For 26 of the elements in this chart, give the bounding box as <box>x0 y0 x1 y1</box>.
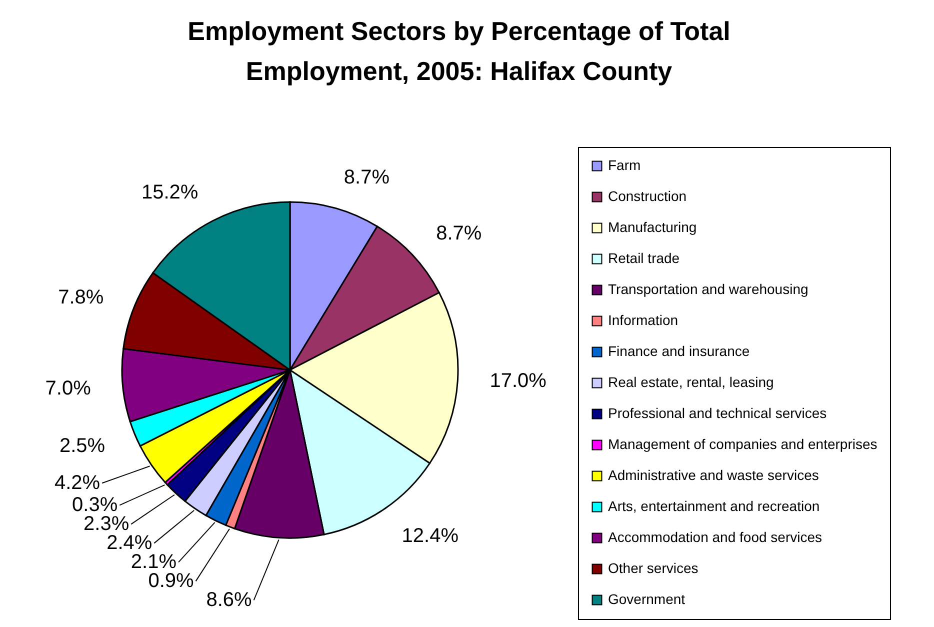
legend-label: Information <box>608 312 678 328</box>
legend-label: Government <box>608 591 686 607</box>
legend-label: Retail trade <box>608 250 680 266</box>
legend-label: Real estate, rental, leasing <box>608 374 774 390</box>
legend-label: Transportation and warehousing <box>608 281 808 297</box>
data-label: 8.7% <box>344 166 390 188</box>
data-label: 7.0% <box>45 377 92 400</box>
data-label: 8.6% <box>206 589 252 612</box>
legend-label: Arts, entertainment and recreation <box>608 498 820 514</box>
legend-label: Accommodation and food services <box>608 529 822 545</box>
legend-label: Administrative and waste services <box>608 467 819 483</box>
data-label: 2.5% <box>59 435 106 458</box>
legend-label: Management of companies and enterprises <box>608 436 878 452</box>
legend-label: Construction <box>608 188 687 204</box>
legend-label: Manufacturing <box>608 219 697 235</box>
data-label: 15.2% <box>141 181 198 204</box>
data-label: 17.0% <box>490 370 547 392</box>
data-label: 4.2% <box>54 472 100 494</box>
data-label: 12.4% <box>402 524 459 547</box>
data-label: 8.7% <box>436 222 482 244</box>
legend-label: Farm <box>608 157 641 173</box>
legend-label: Finance and insurance <box>608 343 750 359</box>
data-label: 7.8% <box>58 286 104 308</box>
chart-title: Employment Sectors by Percentage of Total Employment, 2005: Halifax County <box>188 16 730 86</box>
legend-label: Professional and technical services <box>608 405 827 421</box>
legend-label: Other services <box>608 560 698 576</box>
